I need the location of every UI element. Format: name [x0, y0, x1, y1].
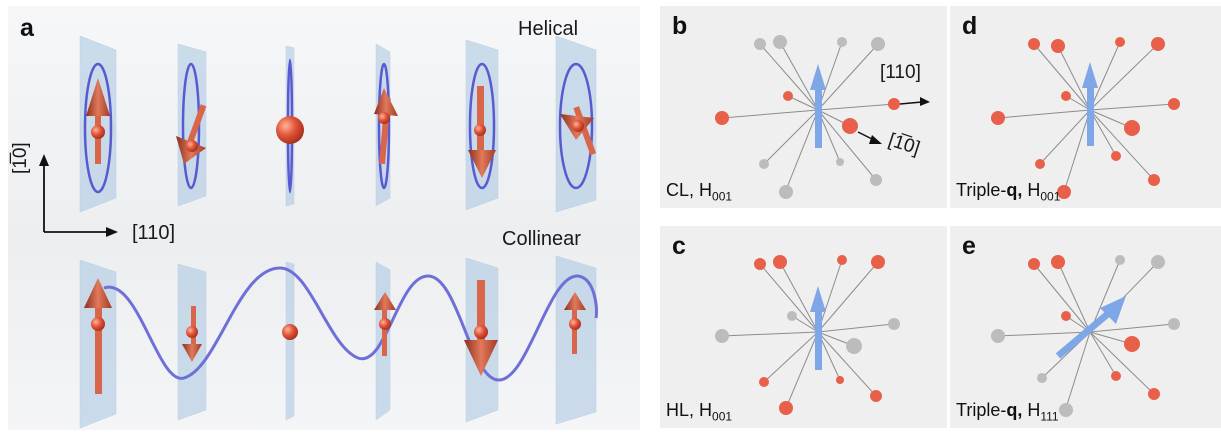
helical-label: Helical: [518, 18, 579, 40]
panel-b-caption: CL, H001: [666, 180, 732, 204]
collinear-spins: [84, 278, 586, 394]
panel-a-letter: a: [20, 14, 34, 42]
panel-c-caption: HL, H001: [666, 400, 732, 424]
panel-b-diagram: [715, 35, 930, 199]
panel-e-caption: Triple-q, H111: [956, 400, 1059, 424]
panel-d-caption: Triple-q, H001: [956, 180, 1060, 204]
caption-bold: q,: [1006, 400, 1023, 421]
caption-h: H: [1022, 180, 1041, 201]
panel-a-illustration: [39, 35, 598, 429]
caption-text: HL, H: [666, 400, 713, 421]
caption-h: H: [1022, 400, 1041, 421]
caption-sub: 111: [1040, 410, 1059, 424]
spin-arrow: [810, 286, 826, 370]
caption-text: CL, H: [666, 180, 713, 201]
caption-text: Triple-: [956, 400, 1007, 421]
caption-sub: 001: [712, 190, 733, 204]
caption-sub: 001: [1040, 190, 1061, 204]
panel-c: c HL, H001: [660, 226, 947, 428]
helical-planes: [79, 35, 597, 213]
helical-ellipses: [83, 58, 594, 194]
caption-bold: q,: [1006, 180, 1023, 201]
caption-text: Triple-: [956, 180, 1007, 201]
dir-label-110: [110]: [880, 62, 921, 83]
panel-e: e Triple-q, H111: [950, 226, 1221, 428]
spin-arrow: [810, 64, 826, 148]
caption-sub: 001: [712, 410, 733, 424]
axis-horizontal-label: [110]: [132, 222, 175, 244]
panel-c-diagram: [715, 255, 900, 415]
panel-c-letter: c: [672, 232, 686, 260]
panel-b: b [110] [1̅0] CL, H001: [660, 6, 947, 208]
collinear-label: Collinear: [502, 228, 581, 250]
panel-d: d Triple-q, H001: [950, 6, 1221, 208]
panel-a: a Helical Collinear [1̅0] [110]: [8, 6, 640, 430]
panel-d-diagram: [991, 37, 1180, 199]
axis-vertical-label: [1̅0]: [10, 142, 31, 174]
collinear-wave: [103, 266, 598, 382]
helical-spins: [86, 78, 597, 178]
panel-e-diagram: [991, 255, 1180, 417]
spin-arrow: [1055, 296, 1126, 359]
panel-e-letter: e: [962, 232, 976, 260]
spin-arrow: [1082, 62, 1098, 146]
axis-arrows: [39, 154, 118, 237]
panel-d-letter: d: [962, 12, 978, 40]
panel-b-letter: b: [672, 12, 688, 40]
